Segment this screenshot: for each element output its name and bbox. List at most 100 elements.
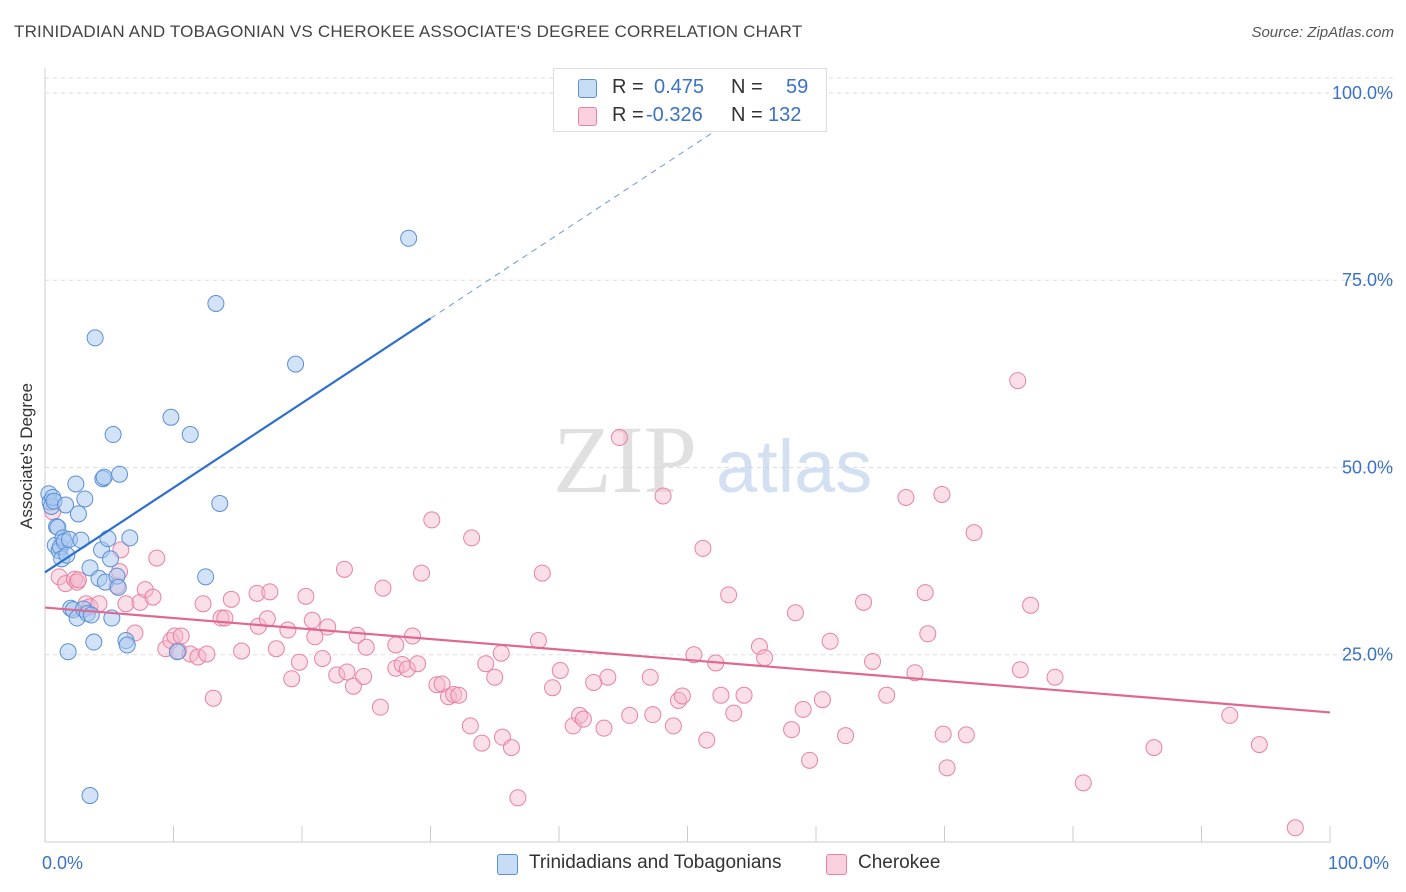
watermark-zip: ZIP [553,406,697,513]
legend-r-value: -0.326 [646,104,703,126]
cherokee-point [148,549,166,567]
trinidadian-point [400,229,418,247]
trinidadian-point [168,643,186,661]
trinidadian-point [81,787,99,805]
cherokee-point [344,677,362,695]
cherokee-point [131,593,149,611]
cherokee-point [492,644,510,662]
cherokee-point [172,627,190,645]
cherokee-point [283,670,301,688]
cherokee-point [654,487,672,505]
legend-r-label: R = [612,76,644,98]
cherokee-point [486,668,504,686]
cherokee-point [303,611,321,629]
y-tick-label: 100.0% [1332,83,1393,103]
cherokee-point [878,686,896,704]
cherokee-point [644,706,662,724]
y-tick-label: 25.0% [1342,645,1393,665]
cherokee-point [248,584,266,602]
cherokee-point [117,595,135,613]
x-axis-max-label: 100.0% [1328,853,1390,873]
cherokee-point [1074,774,1092,792]
cherokee-point [473,734,491,752]
cherokee-point [919,625,937,643]
cherokee-point [916,584,934,602]
legend-row-cherokee: R = -0.326 N = 132 [554,101,826,129]
cherokee-point [735,686,753,704]
cherokee-point [712,686,730,704]
cherokee-point [445,685,463,703]
trinidadian-point [85,633,103,651]
trinidadian-point [104,426,122,444]
trinidadian-point [69,505,87,523]
cherokee-trendline [44,606,1331,714]
cherokee-point [371,698,389,716]
cherokee-point [357,638,375,656]
legend-n-value: 59 [786,76,809,98]
cherokee-point [933,485,951,503]
trinidadian-point [207,294,225,312]
cherokee-point [463,529,481,547]
cherokee-point [328,666,346,684]
cherokee-point [355,667,373,685]
cherokee-point [189,648,207,666]
trinidadian-point [121,529,139,547]
trinidadian-point [118,636,136,654]
trinidadian-point [95,468,113,486]
cherokee-point [348,626,366,644]
cherokee-point [423,511,441,529]
trinidadian-point [57,496,75,514]
cherokee-point [314,649,332,667]
cherokee-point [1286,819,1304,837]
cherokee-point [450,686,468,704]
cherokee-point [1145,739,1163,757]
legend-r-label: R = [612,104,644,126]
legend-label: Cherokee [858,852,941,873]
cherokee-point [756,649,774,667]
trinidadian-point [59,643,77,661]
cherokee-point [813,691,831,709]
cherokee-point [786,604,804,622]
cherokee-point [897,488,915,506]
y-axis-label: Associate's Degree [17,383,36,529]
cherokee-point [297,587,315,605]
legend-r-value: 0.475 [654,76,705,98]
cherokee-point [374,579,392,597]
cherokee-point [801,751,819,769]
trinidadian-point [211,494,229,512]
cherokee-point [144,588,162,606]
trinidadian-point [197,568,215,586]
cherokee-point [720,586,738,604]
cherokee-point [261,583,279,601]
cherokee-point [641,668,659,686]
cherokee-point [222,590,240,608]
cherokee-point [533,564,551,582]
cherokee-point [428,676,446,694]
cherokee-point [529,632,547,650]
y-tick-label: 50.0% [1342,457,1393,477]
cherokee-point [204,689,222,707]
cherokee-point [664,717,682,735]
cherokee-point [233,642,251,660]
legend-label: Trinidadians and Tobagonians [529,852,782,873]
cherokee-point [551,661,569,679]
cherokee-point [965,524,983,542]
cherokee-point [864,652,882,670]
watermark-atlas: atlas [716,425,872,508]
cherokee-point [413,564,431,582]
legend-n-label: N = [731,76,763,98]
cherokee-point [387,636,405,654]
cherokee-point [938,759,956,777]
cherokee-point [837,727,855,745]
chart-title: TRINIDADIAN AND TOBAGONIAN VS CHEROKEE A… [14,22,803,41]
legend-swatch-blue [497,854,518,875]
legend-swatch-pink [826,854,847,875]
cherokee-point [338,663,356,681]
y-tick-label: 75.0% [1342,270,1393,290]
legend-row-trinidadian: R = 0.475 N = 59 [554,73,826,101]
cherokee-point [461,717,479,735]
cherokee-point [1011,661,1029,679]
chart-source: Source: ZipAtlas.com [1251,24,1394,41]
trinidadian-trendline [44,317,432,574]
